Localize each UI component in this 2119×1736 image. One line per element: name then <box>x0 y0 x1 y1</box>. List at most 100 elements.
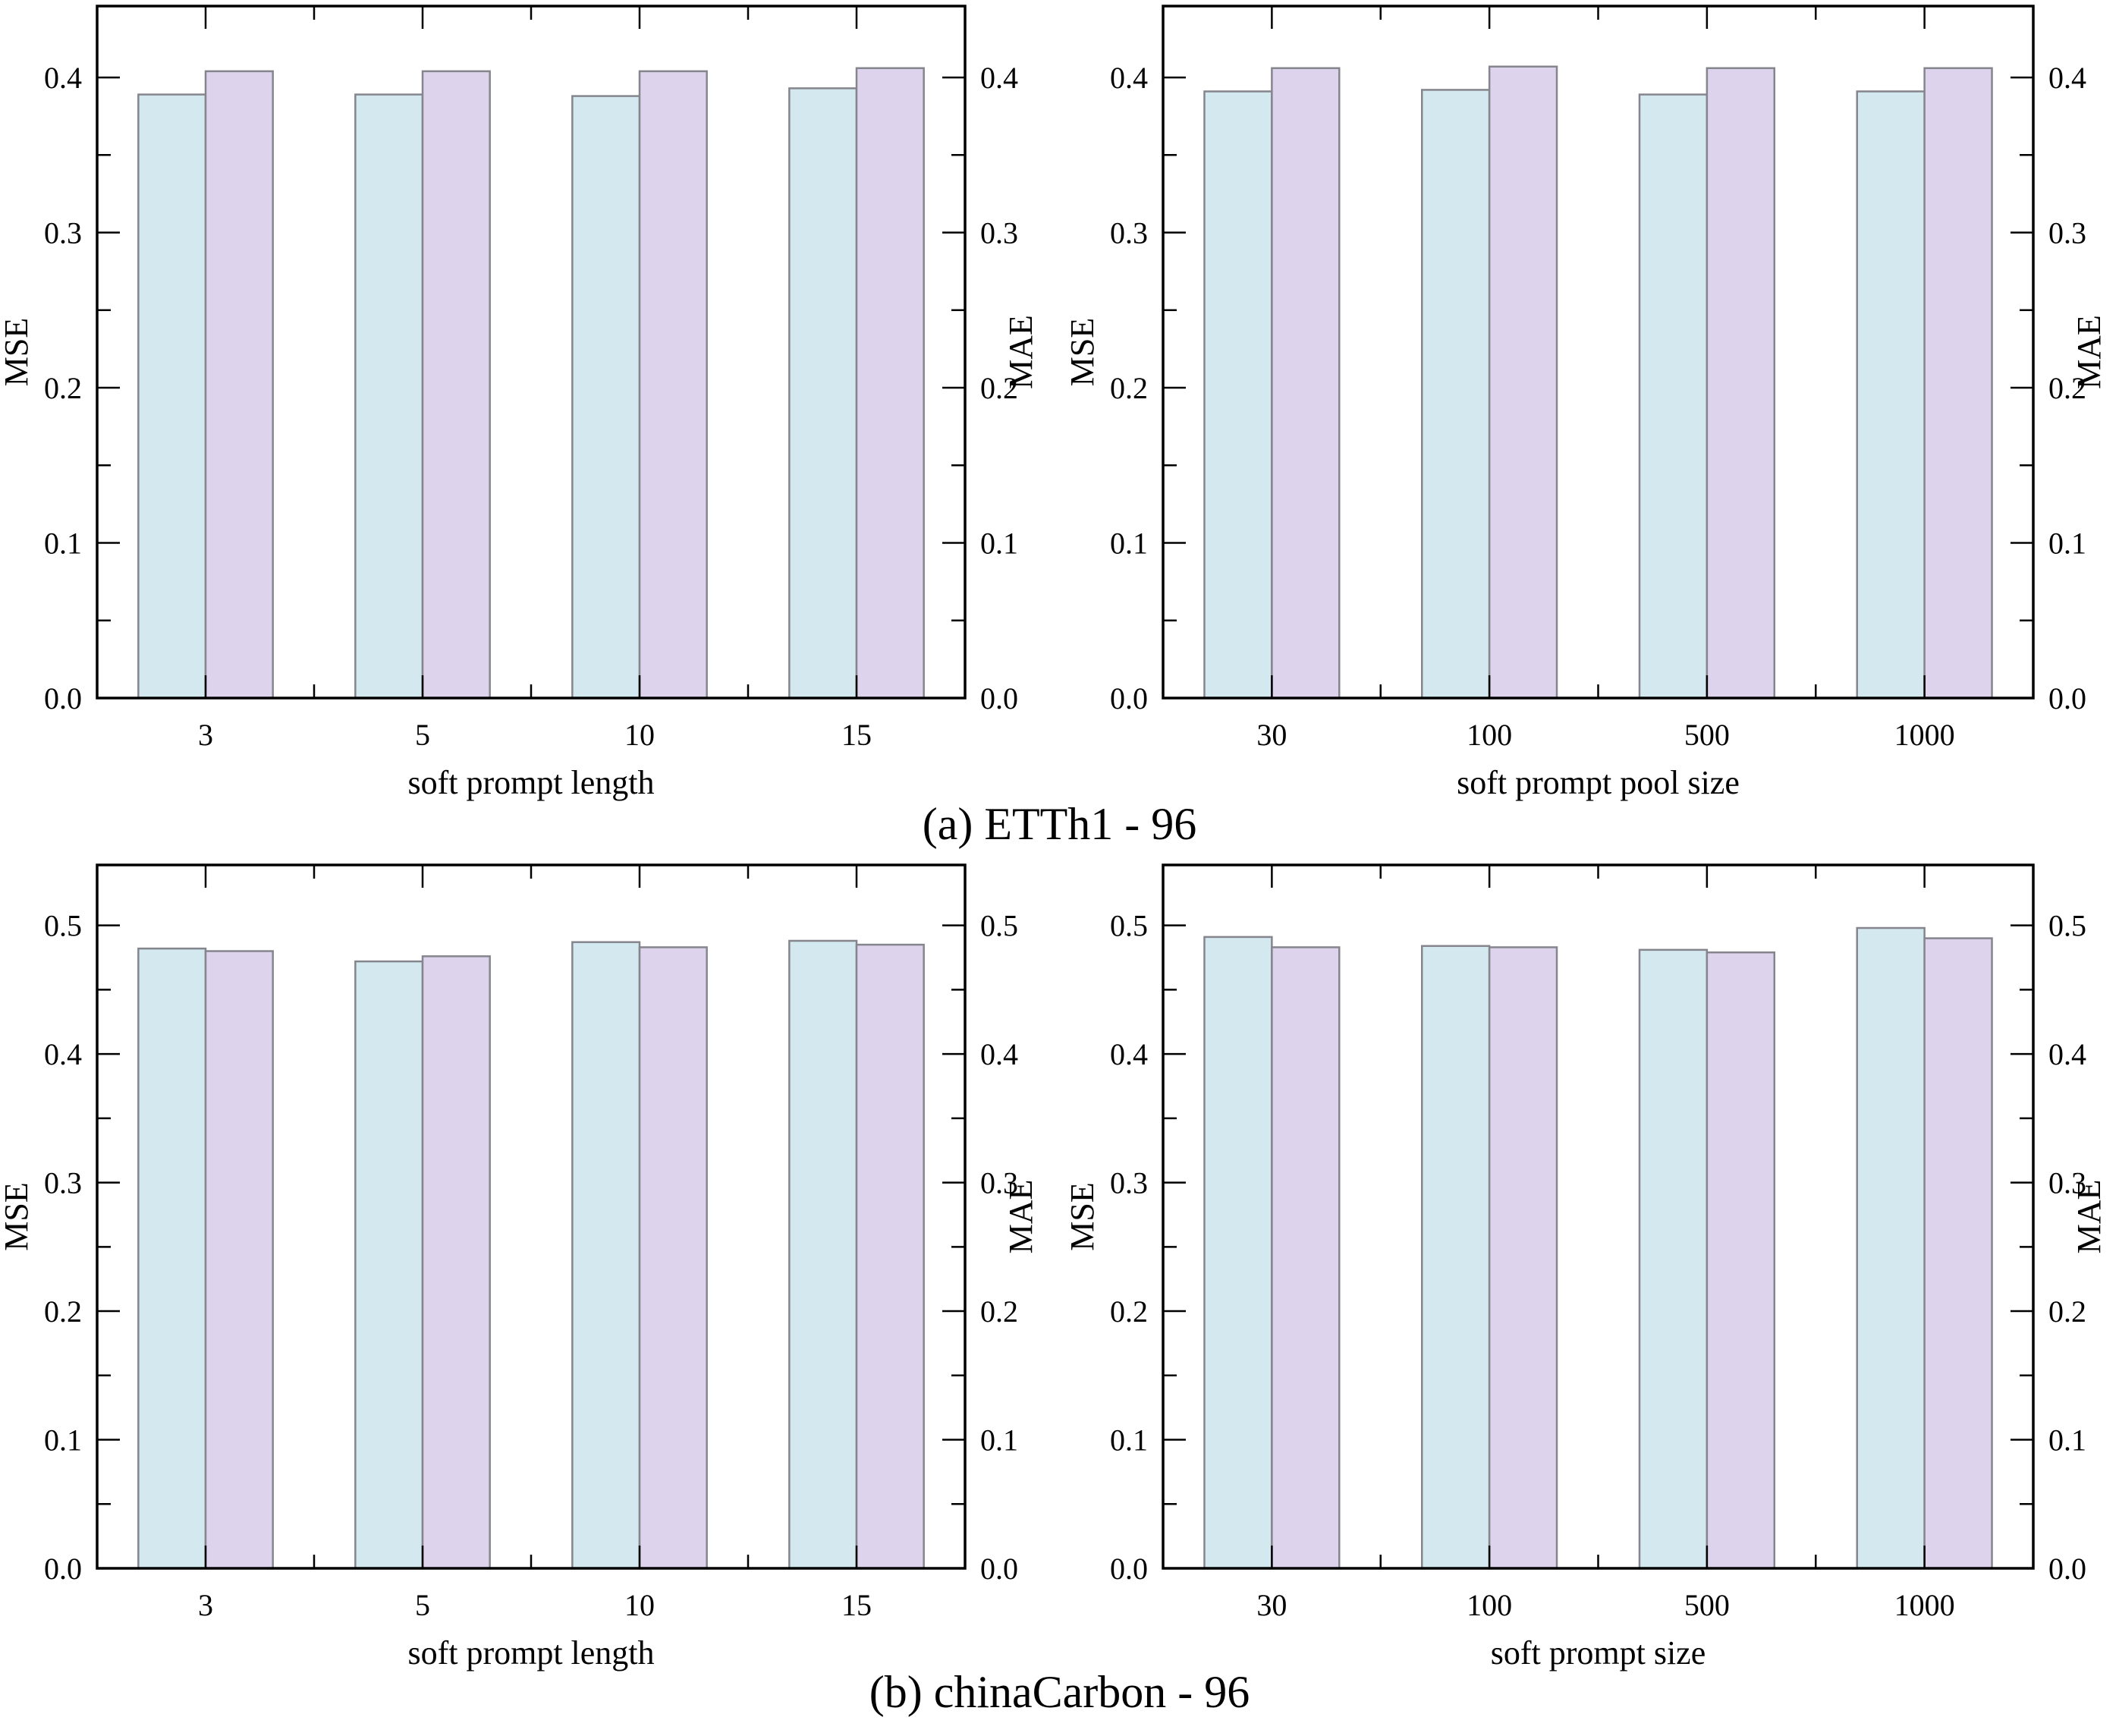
x-tick-label: 500 <box>1684 1588 1730 1622</box>
bar-mse-15 <box>788 939 858 1570</box>
bar-mse-10 <box>571 941 641 1570</box>
y-tick-label-right: 0.0 <box>980 1552 1018 1586</box>
y-tick-label-left: 0.3 <box>44 216 82 250</box>
bar-mae-100 <box>1488 946 1558 1570</box>
y-axis-title-left: MSE <box>0 1182 35 1250</box>
y-tick-label-right: 0.3 <box>2048 216 2086 250</box>
bar-mse-1000 <box>1856 926 1926 1570</box>
bar-mae-30 <box>1271 946 1341 1570</box>
y-tick-label-right: 0.3 <box>980 216 1018 250</box>
y-tick-label-left: 0.2 <box>44 1294 82 1329</box>
bar-mse-1000 <box>1856 90 1926 700</box>
y-tick-label-left: 0.5 <box>1110 909 1148 943</box>
y-axis-title-left: MSE <box>1064 318 1101 386</box>
x-tick-label: 10 <box>624 718 655 752</box>
bar-mae-3 <box>204 950 274 1570</box>
bar-mse-30 <box>1203 90 1273 700</box>
bar-mse-3 <box>137 947 207 1570</box>
x-tick-label: 3 <box>198 1588 213 1622</box>
chart-bottom-right: 0.0 0.0 0.1 0.1 0.2 0.2 0.3 0.3 0.4 0.4 0.5 0.5 30 10… <box>1064 863 2108 1672</box>
y-tick-label-left: 0.3 <box>1110 1166 1148 1200</box>
bar-mse-500 <box>1638 93 1709 700</box>
y-axis-title-left: MSE <box>1064 1182 1101 1250</box>
y-tick-label-left: 0.5 <box>44 909 82 943</box>
x-tick-label: 30 <box>1256 1588 1287 1622</box>
y-tick-label-left: 0.3 <box>1110 216 1148 250</box>
y-tick-label-right: 0.1 <box>980 1423 1018 1458</box>
x-axis-title: soft prompt pool size <box>1457 764 1740 801</box>
bar-mse-500 <box>1638 948 1709 1570</box>
y-tick-label-right: 0.3 <box>980 1166 1018 1200</box>
x-tick-label: 5 <box>415 718 430 752</box>
y-tick-label-right: 0.0 <box>2048 681 2086 715</box>
bar-mae-10 <box>638 70 708 700</box>
x-tick-label: 5 <box>415 1588 430 1622</box>
bar-mae-15 <box>855 67 925 700</box>
caption-a: (a) ETTh1 - 96 <box>922 799 1197 849</box>
x-axis-title: soft prompt length <box>407 764 654 801</box>
y-tick-label-left: 0.3 <box>44 1166 82 1200</box>
y-tick-label-right: 0.2 <box>2048 371 2086 405</box>
y-axis-title-right: MAE <box>1002 1180 1039 1254</box>
y-axis-title-right: MAE <box>2070 1180 2108 1254</box>
bar-mse-3 <box>137 93 207 700</box>
y-tick-label-left: 0.4 <box>44 61 82 95</box>
y-tick-label-left: 0.0 <box>1110 1552 1148 1586</box>
bar-mse-100 <box>1420 945 1491 1570</box>
y-tick-label-left: 0.0 <box>44 1552 82 1586</box>
y-axis-title-right: MAE <box>2070 315 2108 389</box>
y-tick-label-left: 0.4 <box>1110 61 1148 95</box>
y-tick-label-right: 0.5 <box>2048 909 2086 943</box>
chart-bottom-left: 0.0 0.0 0.1 0.1 0.2 0.2 0.3 0.3 0.4 0.4 0.5 0.5 3 5 10… <box>0 863 1039 1672</box>
y-tick-label-left: 0.4 <box>1110 1037 1148 1071</box>
x-tick-label: 30 <box>1256 718 1287 752</box>
bar-mae-100 <box>1488 65 1558 700</box>
bar-mae-10 <box>638 946 708 1570</box>
x-axis-title: soft prompt length <box>407 1634 654 1672</box>
caption-b: (b) chinaCarbon - 96 <box>869 1667 1250 1717</box>
y-tick-label-left: 0.2 <box>1110 1294 1148 1329</box>
x-tick-label: 1000 <box>1894 1588 1955 1622</box>
bar-mae-15 <box>855 943 925 1570</box>
bar-mse-30 <box>1203 936 1273 1570</box>
bar-mse-15 <box>788 87 858 700</box>
y-tick-label-right: 0.0 <box>2048 1552 2086 1586</box>
y-tick-label-right: 0.1 <box>2048 527 2086 561</box>
y-tick-label-left: 0.0 <box>1110 681 1148 715</box>
bar-mae-1000 <box>1923 67 1993 700</box>
y-tick-label-left: 0.2 <box>1110 371 1148 405</box>
y-tick-label-right: 0.4 <box>980 61 1018 95</box>
y-tick-label-left: 0.1 <box>1110 1423 1148 1458</box>
chart-top-left: 0.0 0.0 0.1 0.1 0.2 0.2 0.3 0.3 0.4 0.4 3 5 10 15 soft… <box>0 5 1039 801</box>
y-tick-label-right: 0.3 <box>2048 1166 2086 1200</box>
bar-mae-3 <box>204 70 274 700</box>
x-tick-label: 100 <box>1467 1588 1512 1622</box>
x-tick-label: 500 <box>1684 718 1730 752</box>
bar-mae-5 <box>421 70 491 700</box>
chart-top-right: 0.0 0.0 0.1 0.1 0.2 0.2 0.3 0.3 0.4 0.4 30 100 500 10… <box>1064 5 2108 801</box>
bar-mae-500 <box>1706 951 1776 1570</box>
x-tick-label: 10 <box>624 1588 655 1622</box>
y-axis-title-right: MAE <box>1002 315 1039 389</box>
y-tick-label-right: 0.1 <box>980 527 1018 561</box>
y-tick-label-left: 0.1 <box>44 1423 82 1458</box>
y-tick-label-right: 0.2 <box>980 1294 1018 1329</box>
bar-mse-100 <box>1420 89 1491 700</box>
bar-mae-500 <box>1706 67 1776 700</box>
bar-mse-5 <box>354 93 424 700</box>
x-axis-title: soft prompt size <box>1491 1634 1706 1672</box>
y-tick-label-right: 0.4 <box>2048 61 2086 95</box>
x-tick-label: 15 <box>841 1588 872 1622</box>
bar-mae-5 <box>421 955 491 1570</box>
x-tick-label: 15 <box>841 718 872 752</box>
y-tick-label-left: 0.0 <box>44 681 82 715</box>
bar-mae-1000 <box>1923 937 1993 1570</box>
y-tick-label-right: 0.4 <box>980 1037 1018 1071</box>
bar-mse-10 <box>571 95 641 700</box>
x-tick-label: 3 <box>198 718 213 752</box>
y-axis-title-left: MSE <box>0 318 35 386</box>
y-tick-label-right: 0.2 <box>2048 1294 2086 1329</box>
y-tick-label-right: 0.0 <box>980 681 1018 715</box>
x-tick-label: 1000 <box>1894 718 1955 752</box>
